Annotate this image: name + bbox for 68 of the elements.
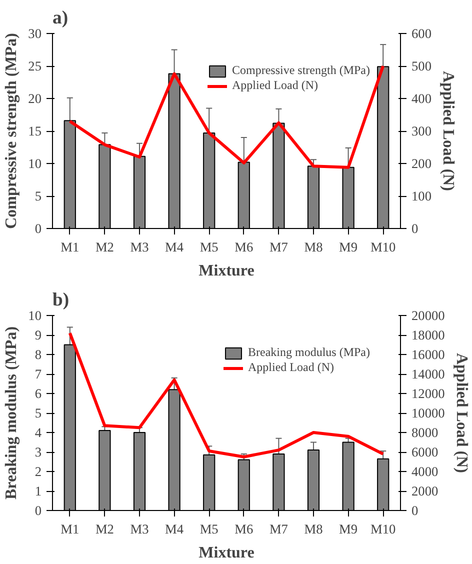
x-tick-label: M2 (95, 522, 114, 536)
y-tick-label: 4 (34, 425, 42, 440)
x-tick-label: M7 (269, 522, 288, 536)
x-tick-label: M10 (370, 240, 396, 254)
y2-tick-label: 20000 (412, 308, 446, 323)
y-tick-label: 25 (28, 58, 42, 74)
y-tick-label: 6 (34, 386, 42, 401)
x-tick-label: M4 (165, 240, 184, 254)
legend-label: Applied Load (N) (232, 78, 318, 93)
y2-tick-label: 6000 (412, 444, 438, 460)
x-tick-label: M1 (60, 522, 80, 536)
y-tick-label: 8 (34, 347, 42, 362)
y2-tick-label: 400 (412, 91, 432, 106)
x-tick-label: M6 (234, 240, 254, 254)
x-tick-label: M3 (130, 240, 150, 254)
x-tick-label: M5 (200, 240, 219, 254)
y-tick-label: 9 (34, 328, 42, 342)
y-tick-label: 5 (34, 188, 42, 204)
chart-title: a) (52, 8, 68, 28)
y2-tick-label: 200 (412, 156, 432, 171)
x-tick-label: M4 (165, 522, 184, 536)
x-tick-label: M2 (95, 240, 114, 254)
x-tick-label: M3 (130, 522, 150, 536)
y2-tick-label: 18000 (412, 328, 446, 342)
legend-label: Compressive strength (MPa) (232, 63, 370, 78)
legend-label: Applied Load (N) (248, 360, 334, 375)
y2-tick-label: 600 (412, 26, 432, 41)
chart-title: b) (52, 290, 70, 310)
y2-tick-label: 0 (412, 503, 418, 518)
y-axis-title: Compressive strength (MPa) (3, 33, 20, 229)
x-axis-title: Mixture (198, 544, 254, 562)
y2-tick-label: 12000 (412, 386, 446, 401)
x-tick-label: M5 (200, 522, 219, 536)
y2-axis-title: Applied Load (N) (439, 70, 456, 192)
y-tick-label: 0 (34, 503, 42, 518)
y2-tick-label: 10000 (412, 406, 446, 420)
x-tick-label: M7 (269, 240, 288, 254)
x-tick-label: M8 (304, 240, 324, 254)
y-tick-label: 3 (34, 444, 42, 460)
y-axis-title: Breaking modulus (MPa) (3, 326, 20, 500)
y2-tick-label: 300 (412, 124, 432, 138)
x-tick-label: M6 (234, 522, 254, 536)
y2-axis-title: Applied Load (N) (452, 352, 470, 474)
y-tick-label: 10 (28, 156, 42, 171)
y-tick-label: 10 (28, 308, 42, 323)
y2-tick-label: 0 (412, 221, 418, 236)
y2-tick-label: 16000 (412, 347, 446, 362)
y-tick-label: 5 (34, 406, 42, 420)
y2-tick-label: 500 (412, 58, 432, 74)
y2-tick-label: 8000 (412, 425, 438, 440)
x-tick-label: M9 (339, 240, 358, 254)
x-tick-label: M9 (339, 522, 358, 536)
y-tick-label: 15 (28, 124, 42, 138)
y2-tick-label: 4000 (412, 464, 438, 479)
y-tick-label: 2 (34, 464, 42, 479)
y-tick-label: 1 (34, 484, 42, 498)
legend-label: Breaking modulus (MPa) (248, 345, 370, 360)
x-tick-label: M10 (370, 522, 396, 536)
x-tick-label: M8 (304, 522, 324, 536)
y-tick-label: 30 (28, 26, 42, 41)
y-tick-label: 0 (34, 221, 42, 236)
y2-tick-label: 100 (412, 188, 432, 204)
x-tick-label: M1 (60, 240, 80, 254)
y2-tick-label: 2000 (412, 484, 438, 498)
x-axis-title: Mixture (198, 262, 254, 280)
y-tick-label: 20 (28, 91, 42, 106)
y2-tick-label: 14000 (412, 366, 446, 382)
y-tick-label: 7 (34, 366, 42, 382)
